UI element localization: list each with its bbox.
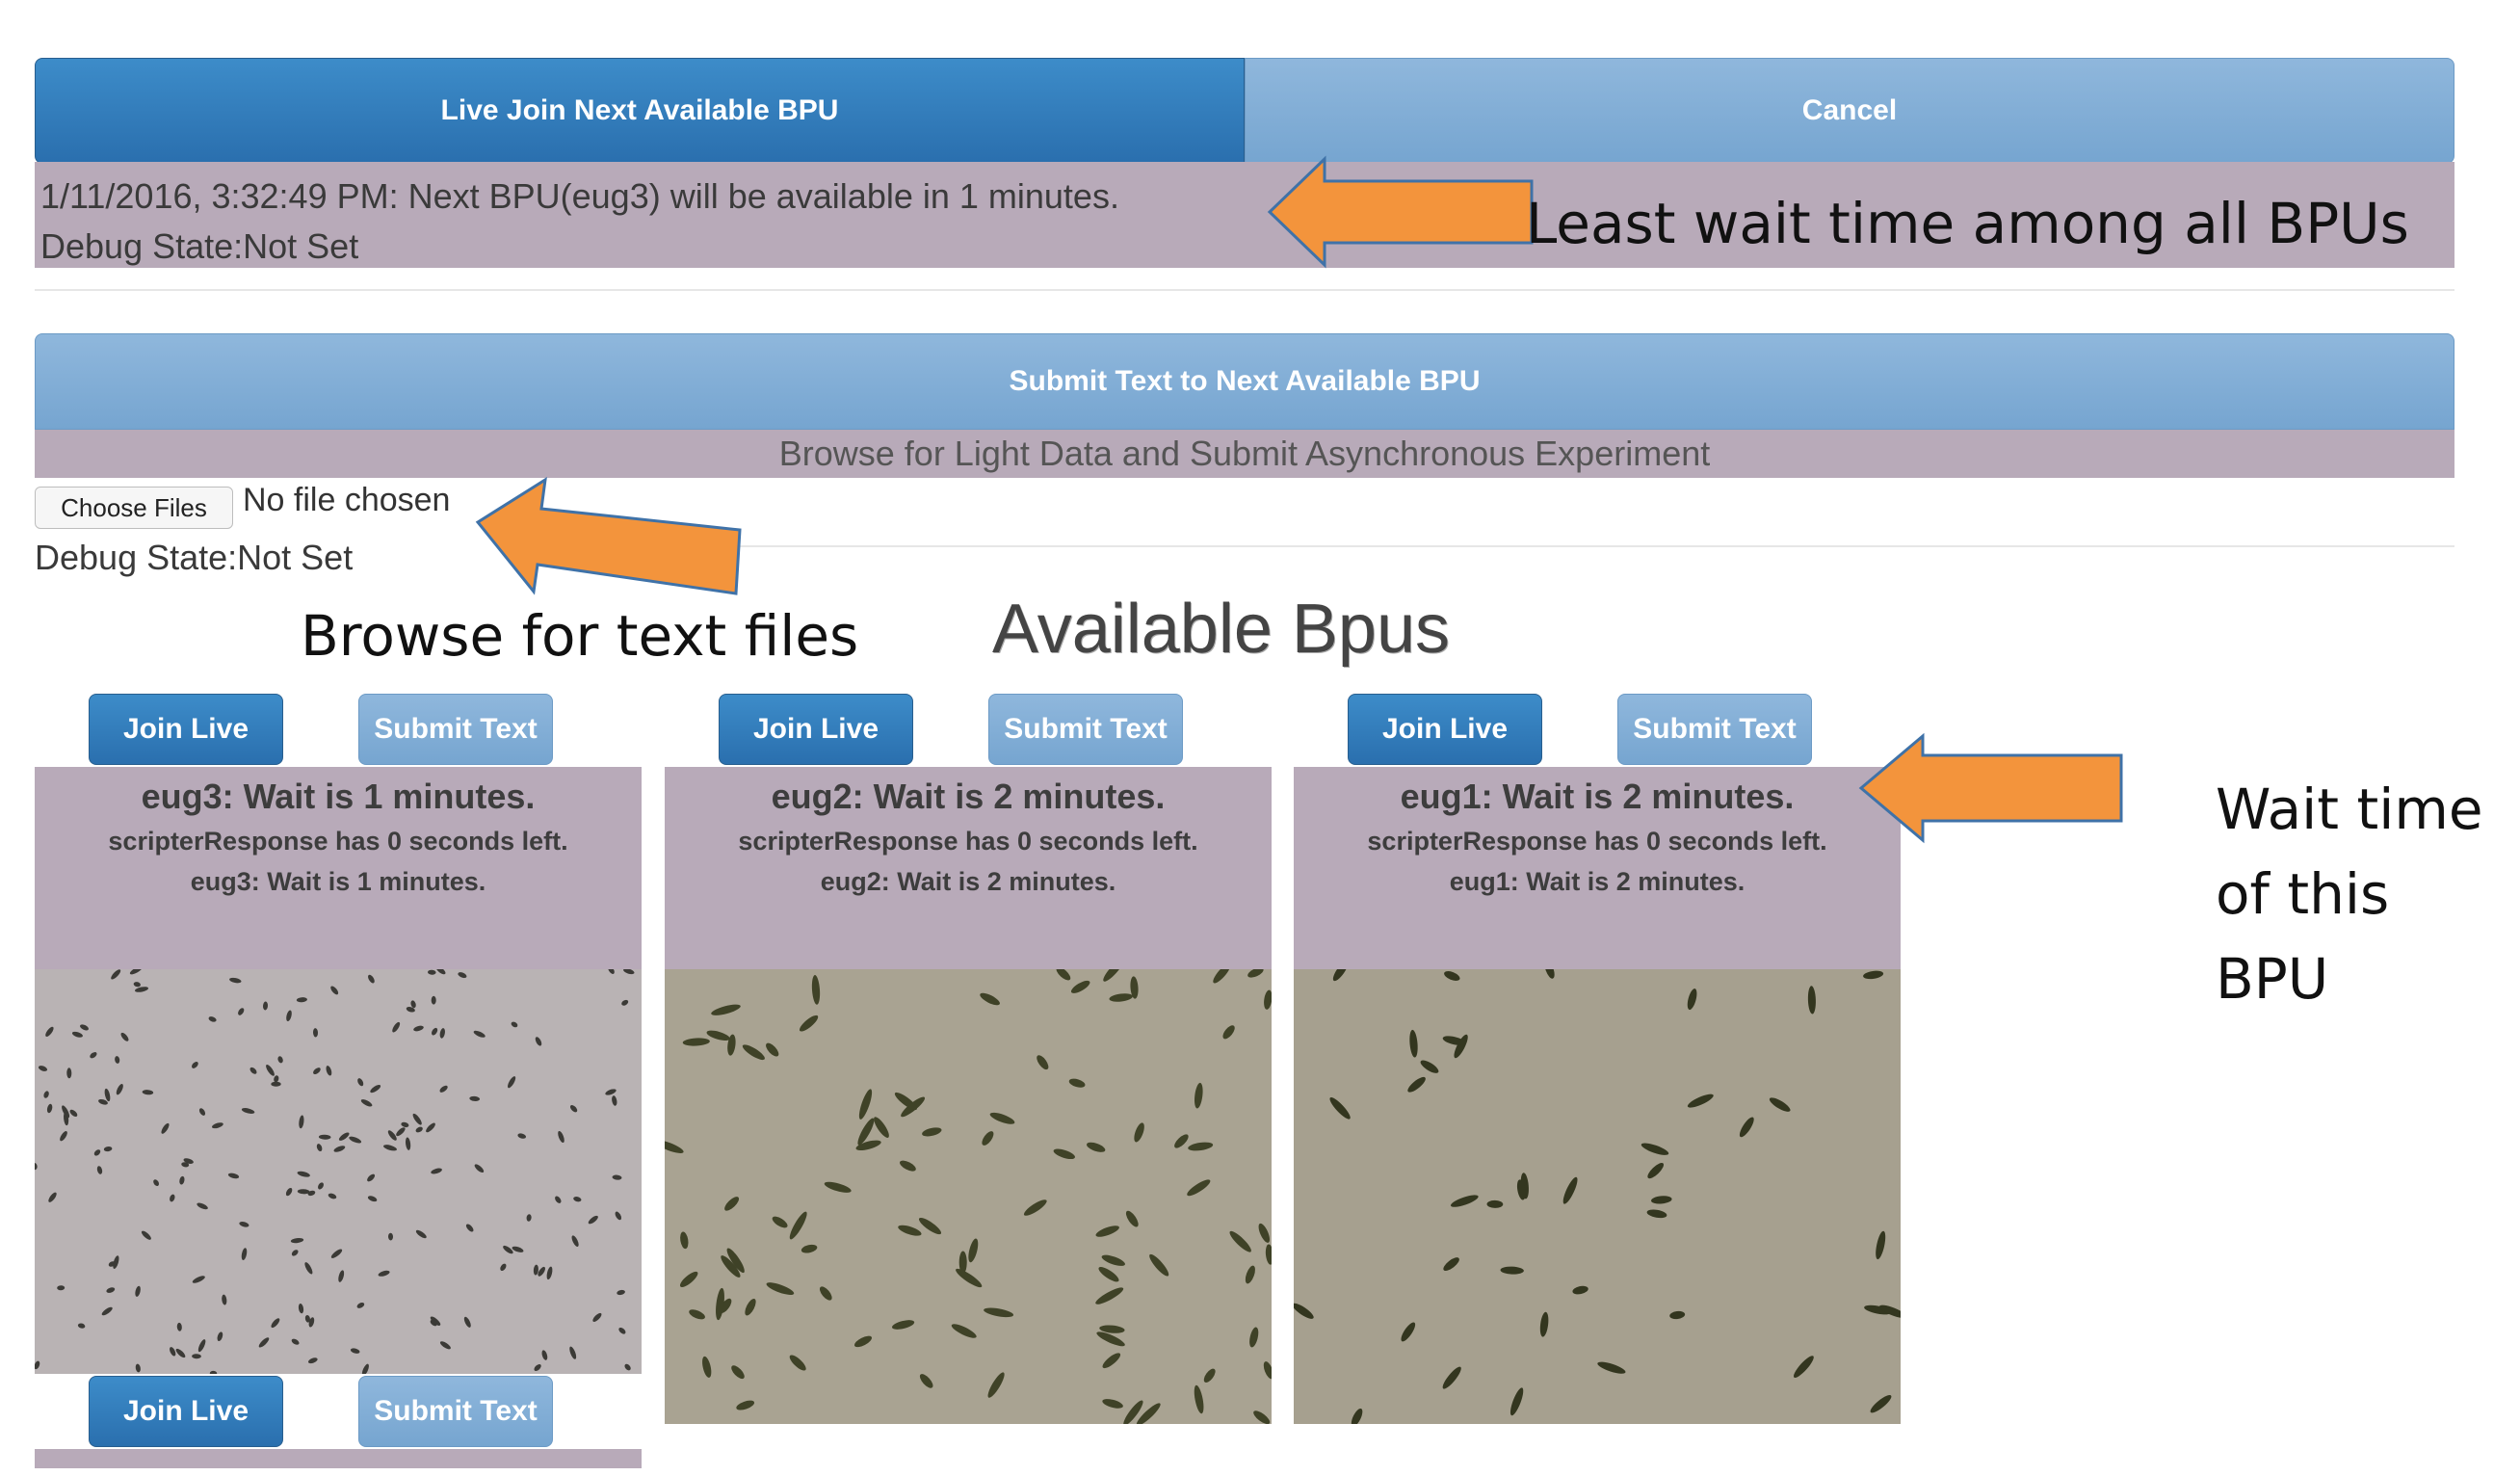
annotation-browse: Browse for text files xyxy=(301,603,859,669)
bpu-wait-title: eug2: Wait is 2 minutes. xyxy=(771,777,1166,816)
submit-text-button-row2[interactable]: Submit Text xyxy=(358,1376,553,1447)
bpu-wait-title: eug3: Wait is 1 minutes. xyxy=(141,777,536,816)
browse-light-data-bar: Browse for Light Data and Submit Asynchr… xyxy=(35,430,2454,478)
bpu-wait-title: eug1: Wait is 2 minutes. xyxy=(1400,777,1795,816)
debug-state-text: Debug State:Not Set xyxy=(40,226,359,266)
join-live-button[interactable]: Join Live xyxy=(1348,694,1542,765)
bpu-info-panel: eug3: Wait is 1 minutes. scripterRespons… xyxy=(35,767,642,969)
submit-text-next-bpu-button[interactable]: Submit Text to Next Available BPU xyxy=(35,333,2454,430)
annotation-least-wait: Least wait time among all BPUs xyxy=(1526,191,2409,256)
wait-time-arrow-icon xyxy=(1858,732,2123,844)
microscope-view-icon xyxy=(1294,969,1901,1424)
section-title: Available Bpus xyxy=(992,591,1450,668)
bpu-camera-image xyxy=(665,969,1272,1424)
browse-arrow-icon xyxy=(475,477,742,595)
scripter-response-text: scripterResponse has 0 seconds left. xyxy=(108,827,568,856)
join-live-button[interactable]: Join Live xyxy=(719,694,913,765)
scripter-response-text: scripterResponse has 0 seconds left. xyxy=(1367,827,1827,856)
bpu-wait-text: eug3: Wait is 1 minutes. xyxy=(190,867,486,896)
bpu-wait-text: eug1: Wait is 2 minutes. xyxy=(1449,867,1746,896)
bpu-info-panel-row2 xyxy=(35,1449,642,1468)
cancel-button[interactable]: Cancel xyxy=(1245,58,2454,164)
submit-text-button[interactable]: Submit Text xyxy=(988,694,1183,765)
submit-text-button[interactable]: Submit Text xyxy=(1617,694,1812,765)
annotation-wait-line2: of this xyxy=(2216,861,2390,927)
next-bpu-status-text: 1/11/2016, 3:32:49 PM: Next BPU(eug3) wi… xyxy=(40,176,1119,216)
async-debug-state-text: Debug State:Not Set xyxy=(35,538,354,577)
annotation-wait-time: Wait time of this BPU xyxy=(2216,767,2483,1021)
bpu-wait-text: eug2: Wait is 2 minutes. xyxy=(820,867,1116,896)
submit-text-button[interactable]: Submit Text xyxy=(358,694,553,765)
join-live-button[interactable]: Join Live xyxy=(89,694,283,765)
annotation-wait-line1: Wait time xyxy=(2216,777,2483,842)
live-join-next-bpu-button[interactable]: Live Join Next Available BPU xyxy=(35,58,1245,164)
least-wait-arrow-icon xyxy=(1267,155,1534,269)
microscope-view-icon xyxy=(665,969,1272,1424)
scripter-response-text: scripterResponse has 0 seconds left. xyxy=(738,827,1198,856)
top-button-row: Live Join Next Available BPU Cancel xyxy=(35,58,2454,164)
divider xyxy=(539,545,2454,547)
annotation-wait-line3: BPU xyxy=(2216,946,2329,1012)
bpu-camera-image xyxy=(1294,969,1901,1424)
join-live-button-row2[interactable]: Join Live xyxy=(89,1376,283,1447)
bpu-info-panel: eug2: Wait is 2 minutes. scripterRespons… xyxy=(665,767,1272,969)
choose-files-button[interactable]: Choose Files xyxy=(35,487,233,529)
bpu-camera-image xyxy=(35,969,642,1374)
microscope-view-icon xyxy=(35,969,642,1374)
status-panel: 1/11/2016, 3:32:49 PM: Next BPU(eug3) wi… xyxy=(35,162,2454,268)
no-file-chosen-text: No file chosen xyxy=(243,482,451,518)
divider xyxy=(35,289,2454,291)
bpu-info-panel: eug1: Wait is 2 minutes. scripterRespons… xyxy=(1294,767,1901,969)
